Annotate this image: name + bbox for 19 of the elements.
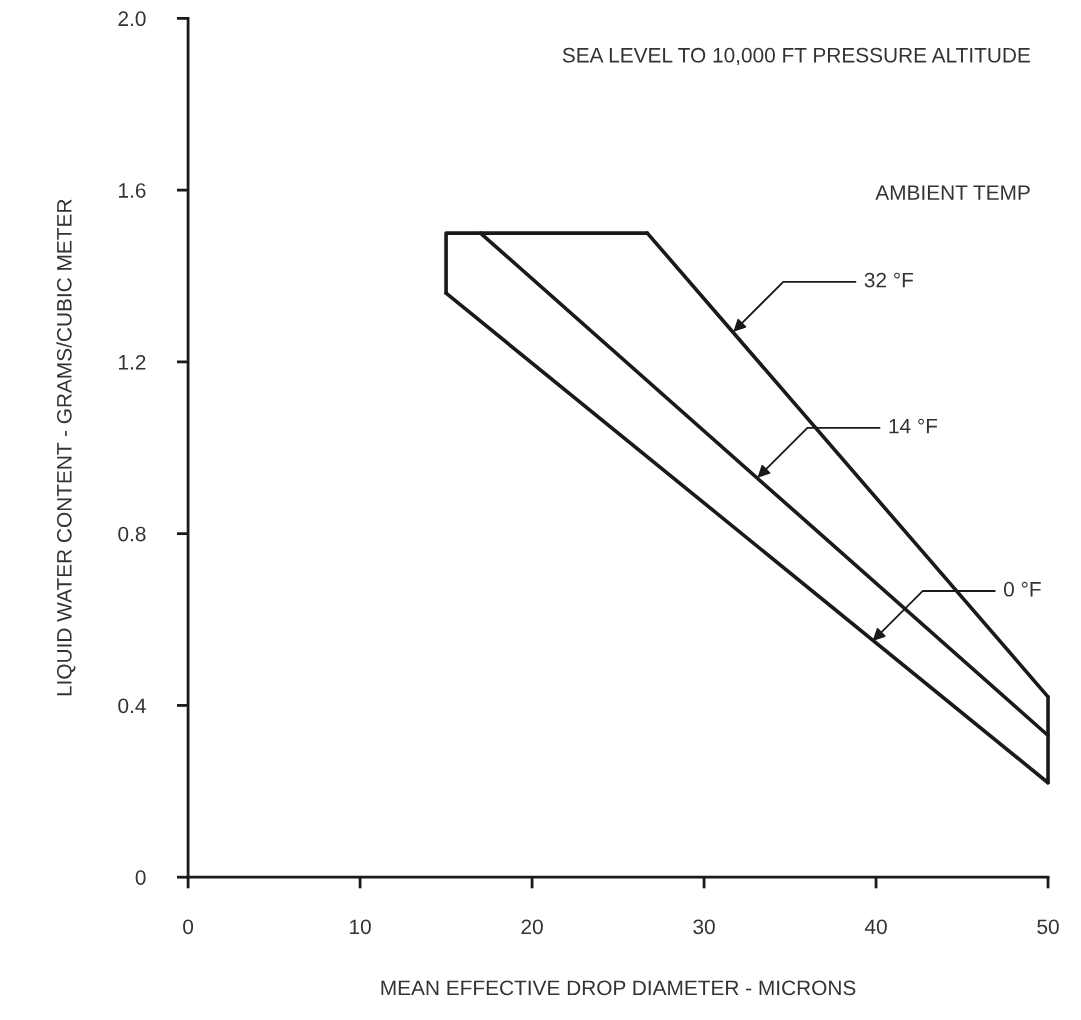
x-tick-label: 10 [350,919,371,935]
y-tick-label: 1.2 [119,354,146,370]
y-tick-label: 1.6 [119,183,146,198]
x-tick-label: 0 [183,919,194,935]
y-tick-label: 0 [135,870,146,885]
annotation: 0 °F [1003,581,1041,597]
annotation: AMBIENT TEMP [875,185,1030,200]
x-tick-label: 20 [521,919,543,935]
y-tick-label: 0.8 [118,526,146,542]
annotation: SEA LEVEL TO 10,000 FT PRESSURE ALTITUDE [562,47,1030,66]
y-axis-title: LIQUID WATER CONTENT - GRAMS/CUBIC METER [56,199,76,696]
y-tick-label: 2.0 [118,11,146,27]
x-tick-label: 50 [1037,919,1059,935]
y-tick-label: 0.4 [118,698,146,714]
annotation: 32 °F [864,272,914,288]
annotation: 14 °F [889,418,938,434]
x-tick-label: 40 [864,919,887,935]
x-tick-label: 30 [693,919,715,935]
x-axis-title: MEAN EFFECTIVE DROP DIAMETER - MICRONS [381,980,856,996]
